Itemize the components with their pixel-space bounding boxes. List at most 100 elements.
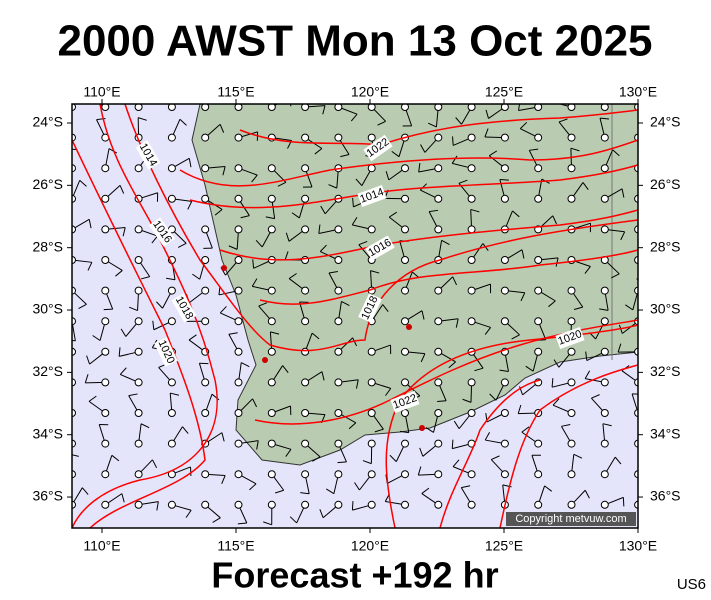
barb-flag: [126, 88, 135, 91]
barb-station: [401, 194, 409, 203]
barb-station: [301, 500, 310, 509]
barb-flag: [621, 188, 625, 198]
barb-flag: [237, 522, 247, 525]
barb-flag: [455, 117, 462, 125]
barb-station: [600, 439, 609, 448]
barb-station: [301, 164, 310, 173]
barb-station: [267, 164, 276, 173]
barb-flag: [585, 351, 588, 361]
barb-station: [72, 194, 76, 203]
barb-flag: [249, 483, 257, 491]
barb-flag: [170, 392, 180, 396]
barb-flag: [187, 201, 193, 210]
barb-station: [334, 317, 343, 326]
barb-station: [234, 409, 243, 417]
barb-station: [234, 256, 243, 264]
barb-station: [534, 164, 543, 173]
barb-station: [567, 164, 576, 173]
barb-flag: [558, 118, 568, 123]
city: [406, 324, 412, 330]
map-area: 1014101610181020102210141016101810201022…: [53, 88, 658, 528]
barb-station: [534, 256, 543, 264]
barb-flag: [441, 239, 450, 245]
barb-flag: [573, 453, 583, 459]
lon-tick-label: 125°E: [485, 84, 523, 100]
barb-flag: [420, 144, 426, 153]
isobar-label: 1014: [357, 184, 387, 208]
barb-flag: [602, 423, 612, 427]
barb-flag: [325, 488, 335, 495]
barb-flag: [222, 166, 226, 176]
lat-tick-label: 26°S: [650, 176, 681, 192]
barb-flag: [311, 332, 320, 340]
barb-flag: [53, 382, 54, 391]
barb-station: [434, 347, 443, 356]
barb-flag: [389, 454, 397, 462]
barb-station: [101, 317, 110, 326]
barb-flag: [319, 244, 327, 252]
barb-flag: [348, 422, 357, 430]
isobar: [219, 209, 638, 261]
barb-flag: [275, 489, 284, 494]
barb-station: [234, 164, 243, 173]
barb-staff: [72, 106, 73, 107]
barb-staff: [638, 197, 658, 199]
isobar: [189, 164, 638, 209]
barb-flag: [319, 509, 324, 518]
barb-station: [467, 500, 476, 509]
isobar-label-box: [171, 293, 197, 323]
barb-station: [567, 500, 576, 509]
barb-flag: [251, 174, 258, 183]
barb-flag: [419, 183, 427, 191]
barb-station: [500, 194, 509, 203]
barb-station: [234, 439, 243, 448]
barb-station: [500, 378, 509, 387]
barb-station: [634, 347, 638, 356]
barb-station: [534, 286, 543, 295]
barb-flag: [377, 120, 386, 126]
barb-station: [600, 347, 609, 356]
barb-station: [467, 133, 476, 142]
land: [191, 104, 638, 466]
barb-station: [401, 409, 409, 417]
barb-flag: [81, 487, 89, 495]
barb-station: [72, 409, 76, 417]
barb-flag: [156, 301, 163, 309]
barb-flag: [351, 216, 358, 226]
barb-station: [301, 286, 310, 295]
barb-station: [600, 500, 609, 509]
barb-station: [167, 104, 176, 111]
barb-flag: [452, 136, 454, 146]
barb-station: [201, 256, 210, 264]
barb-station: [467, 225, 476, 234]
barb-station: [167, 378, 176, 387]
barb-flag: [121, 493, 125, 503]
barb-flag: [388, 211, 398, 218]
barb-station: [467, 164, 476, 173]
lat-tick-label: 34°S: [32, 425, 63, 441]
barb-station: [101, 439, 110, 448]
barb-station: [72, 500, 76, 509]
isobar: [439, 379, 541, 528]
barb-station: [500, 133, 509, 142]
barb-flag: [118, 347, 121, 357]
barb-station: [367, 439, 376, 448]
barb-station: [567, 470, 576, 479]
isobar: [72, 104, 218, 528]
barb-flag: [140, 276, 150, 280]
barb-station: [267, 500, 276, 509]
barb-flag: [421, 487, 430, 494]
barb-station: [134, 470, 143, 479]
barb-station: [201, 104, 210, 111]
footer-title: Forecast +192 hr: [211, 555, 498, 596]
barb-station: [267, 225, 276, 234]
barb-flag: [72, 148, 77, 151]
barb-station: [434, 133, 443, 142]
barb-flag: [461, 485, 471, 489]
barb-station: [234, 225, 243, 234]
barb-station: [467, 409, 476, 417]
barb-station: [301, 104, 310, 111]
copyright: Copyright metvuw.com: [515, 513, 626, 525]
barb-flag: [425, 427, 434, 433]
